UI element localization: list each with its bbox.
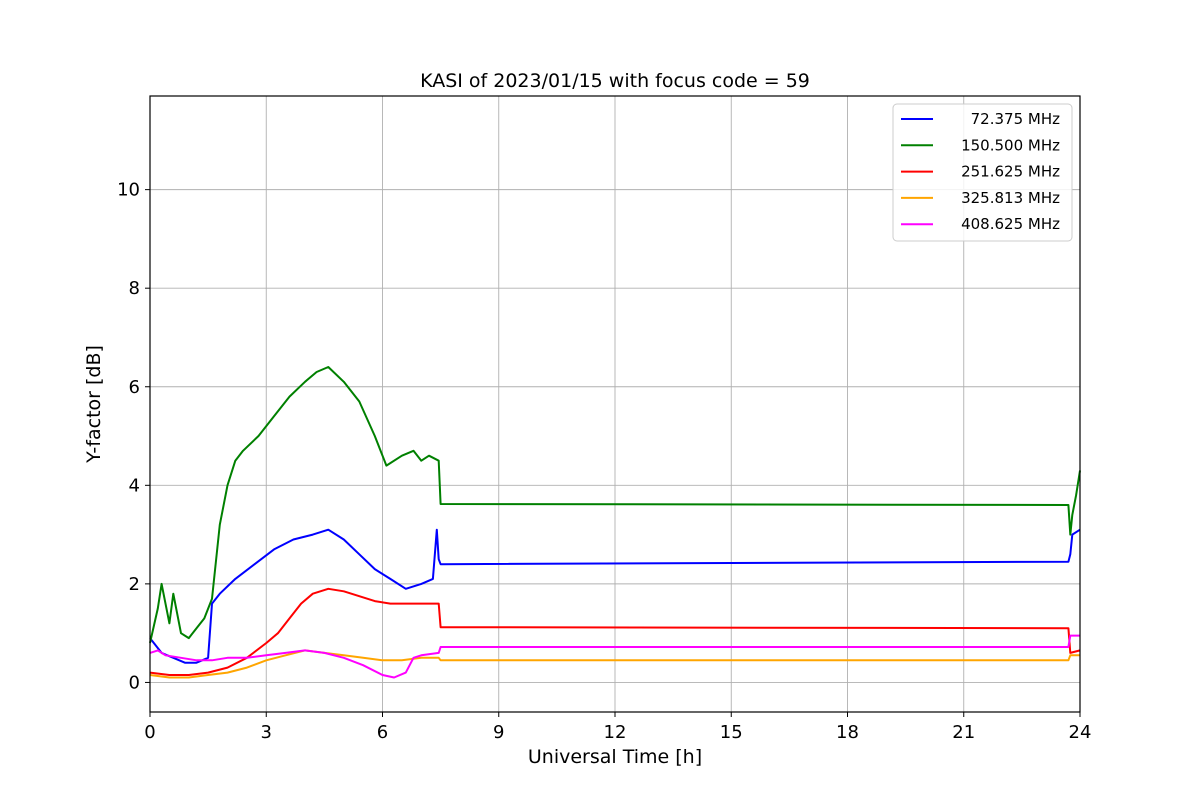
series-line-5 bbox=[149, 634, 1080, 679]
y-tick-label: 8 bbox=[129, 278, 140, 299]
x-tick-label: 21 bbox=[952, 722, 975, 743]
x-tick-label: 24 bbox=[1069, 722, 1092, 743]
x-tick-label: 15 bbox=[720, 722, 743, 743]
x-tick-label: 0 bbox=[144, 722, 155, 743]
series-line-2 bbox=[149, 366, 1081, 644]
legend-label-4: 325.813 MHz bbox=[961, 189, 1060, 207]
y-tick-label: 0 bbox=[129, 672, 140, 693]
legend-frame bbox=[892, 103, 1073, 242]
y-tick-label: 10 bbox=[117, 180, 140, 201]
x-tick-label: 12 bbox=[604, 722, 627, 743]
x-tick-label: 9 bbox=[493, 722, 504, 743]
series-line-4 bbox=[149, 649, 1080, 679]
legend-label-5: 408.625 MHz bbox=[961, 215, 1060, 233]
x-tick-label: 6 bbox=[377, 722, 388, 743]
series-line-3 bbox=[149, 587, 1081, 676]
x-axis-label: Universal Time [h] bbox=[528, 746, 702, 768]
y-tick-label: 2 bbox=[129, 574, 140, 595]
y-tick-label: 6 bbox=[129, 377, 140, 398]
legend-label-2: 150.500 MHz bbox=[961, 136, 1060, 154]
legend: 72.375 MHz 150.500 MHz 251.625 MHz 325.813 … bbox=[892, 103, 1073, 242]
y-tick-label: 4 bbox=[129, 475, 140, 496]
series-group bbox=[149, 366, 1081, 679]
legend-label-3: 251.625 MHz bbox=[961, 163, 1060, 181]
y-axis-label: Y-factor [dB] bbox=[83, 345, 105, 464]
x-tick-label: 18 bbox=[836, 722, 859, 743]
chart-title: KASI of 2023/01/15 with focus code = 59 bbox=[420, 70, 810, 92]
legend-label-1: 72.375 MHz bbox=[971, 110, 1060, 128]
x-tick-label: 3 bbox=[261, 722, 272, 743]
